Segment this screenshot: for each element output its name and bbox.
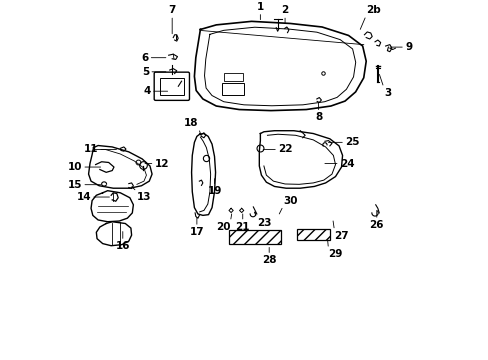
Text: 2b: 2b bbox=[366, 5, 380, 15]
Text: 5: 5 bbox=[142, 67, 149, 77]
Bar bbox=[160, 78, 183, 95]
Text: 15: 15 bbox=[67, 180, 82, 190]
Text: 29: 29 bbox=[328, 249, 342, 259]
Text: 18: 18 bbox=[184, 118, 198, 128]
Text: 10: 10 bbox=[67, 162, 82, 172]
Bar bbox=[296, 229, 329, 240]
Bar bbox=[228, 230, 280, 244]
Text: 2: 2 bbox=[281, 5, 288, 15]
Text: 16: 16 bbox=[115, 241, 130, 251]
Text: 3: 3 bbox=[383, 88, 390, 98]
Text: 27: 27 bbox=[334, 230, 348, 240]
Text: 14: 14 bbox=[76, 192, 91, 202]
Text: 26: 26 bbox=[369, 220, 383, 230]
Text: 13: 13 bbox=[137, 192, 151, 202]
Text: 19: 19 bbox=[207, 186, 221, 197]
Text: 9: 9 bbox=[404, 42, 411, 52]
Text: 21: 21 bbox=[235, 222, 249, 232]
Text: 4: 4 bbox=[143, 86, 151, 96]
Text: 1: 1 bbox=[256, 2, 264, 12]
Text: 25: 25 bbox=[345, 138, 359, 147]
Text: 28: 28 bbox=[262, 255, 276, 265]
Text: 12: 12 bbox=[154, 158, 169, 168]
Text: 17: 17 bbox=[189, 227, 204, 237]
Text: 11: 11 bbox=[83, 144, 98, 154]
Bar bbox=[222, 83, 244, 95]
Text: 22: 22 bbox=[278, 144, 292, 154]
Text: 20: 20 bbox=[215, 222, 230, 232]
Bar bbox=[224, 73, 243, 81]
Text: 7: 7 bbox=[168, 5, 176, 15]
Text: 8: 8 bbox=[314, 112, 322, 122]
Text: 23: 23 bbox=[256, 218, 271, 228]
Text: 24: 24 bbox=[339, 158, 354, 168]
Text: 30: 30 bbox=[283, 196, 297, 206]
Text: 6: 6 bbox=[141, 53, 148, 63]
